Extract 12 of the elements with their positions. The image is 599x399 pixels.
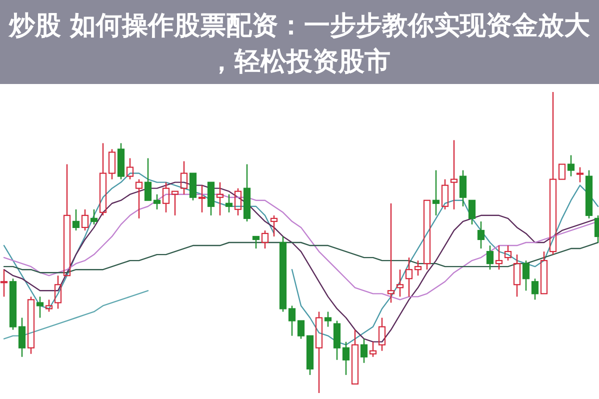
chart-title: 炒股 如何操作股票配资：一步步教你实现资金放大，轻松投资股市 — [8, 11, 592, 77]
candlestick — [0, 268, 8, 298]
candlestick — [396, 268, 404, 298]
candlestick — [477, 220, 485, 250]
candlestick — [198, 184, 206, 213]
candlestick — [18, 317, 26, 358]
candlestick — [387, 202, 395, 304]
candlestick — [216, 182, 224, 216]
candlestick — [450, 140, 458, 210]
candlestick — [405, 256, 413, 298]
candlestick — [513, 254, 521, 298]
candlestick — [432, 170, 440, 216]
